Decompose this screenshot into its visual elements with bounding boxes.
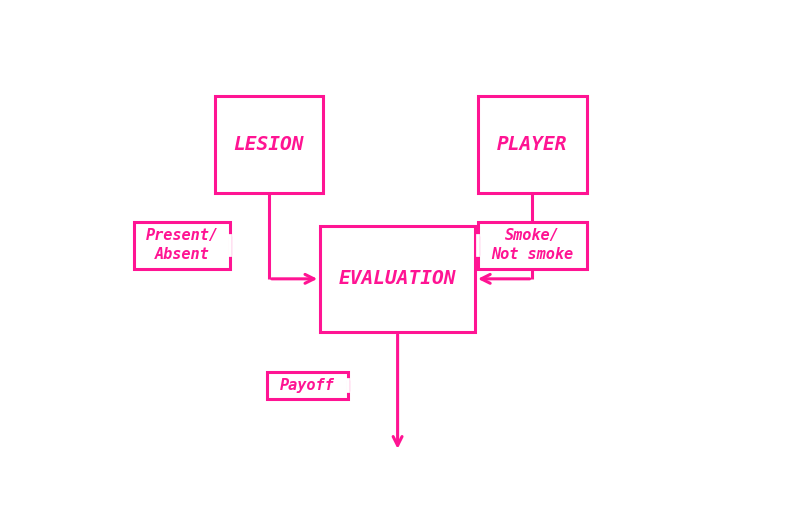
Bar <box>478 222 586 269</box>
Bar <box>134 222 230 269</box>
Text: Smoke/
Not smoke: Smoke/ Not smoke <box>491 229 574 262</box>
Bar <box>320 226 475 332</box>
Bar <box>214 96 323 193</box>
Text: EVALUATION: EVALUATION <box>339 269 456 288</box>
Bar <box>267 372 348 399</box>
Text: LESION: LESION <box>234 135 304 154</box>
Text: PLAYER: PLAYER <box>498 135 568 154</box>
Bar <box>478 96 586 193</box>
Text: Present/
Absent: Present/ Absent <box>146 229 218 262</box>
Text: Payoff: Payoff <box>280 378 335 393</box>
